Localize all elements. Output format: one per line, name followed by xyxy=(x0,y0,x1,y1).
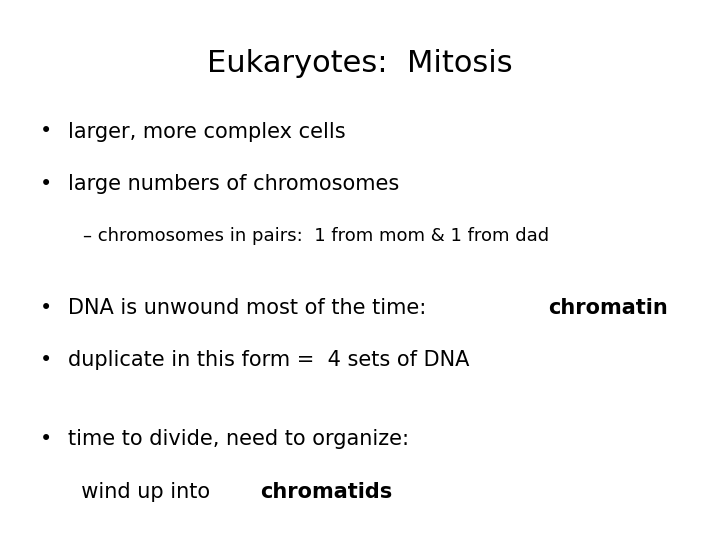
Text: •: • xyxy=(40,350,52,370)
Text: •: • xyxy=(40,122,52,141)
Text: Eukaryotes:  Mitosis: Eukaryotes: Mitosis xyxy=(207,49,513,78)
Text: larger, more complex cells: larger, more complex cells xyxy=(68,122,346,141)
Text: chromatids: chromatids xyxy=(261,482,392,502)
Text: chromatin: chromatin xyxy=(548,298,667,318)
Text: DNA is unwound most of the time:: DNA is unwound most of the time: xyxy=(68,298,440,318)
Text: – chromosomes in pairs:  1 from mom & 1 from dad: – chromosomes in pairs: 1 from mom & 1 f… xyxy=(83,227,549,245)
Text: •: • xyxy=(40,429,52,449)
Text: wind up into: wind up into xyxy=(68,482,217,502)
Text: •: • xyxy=(40,298,52,318)
Text: duplicate in this form =  4 sets of DNA: duplicate in this form = 4 sets of DNA xyxy=(68,350,469,370)
Text: time to divide, need to organize:: time to divide, need to organize: xyxy=(68,429,410,449)
Text: •: • xyxy=(40,174,52,194)
Text: large numbers of chromosomes: large numbers of chromosomes xyxy=(68,174,400,194)
